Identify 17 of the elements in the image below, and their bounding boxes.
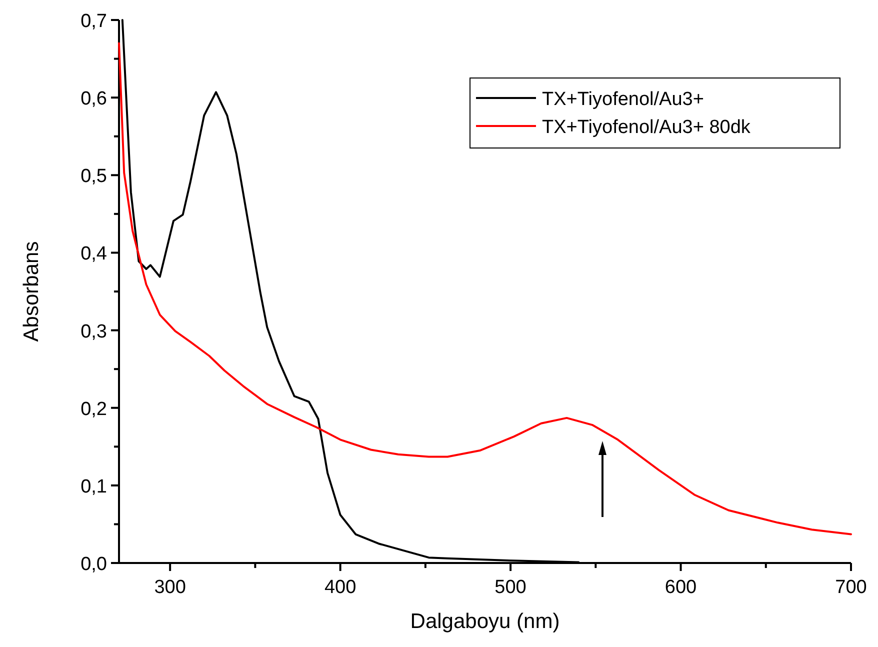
x-tick-label: 400 [324,577,356,598]
y-tick-label: 0,4 [80,244,108,265]
y-tick-label: 0,3 [80,321,107,342]
y-tick-label: 0,2 [80,398,107,420]
x-tick-label: 600 [664,577,697,598]
legend-label: TX+Tiyofenol/Au3+ 80dk [542,117,751,138]
y-tick-label: 0,0 [80,554,107,575]
y-tick-label: 0,1 [80,476,107,498]
x-tick-label: 300 [154,577,186,598]
y-tick-label: 0,7 [80,11,107,32]
legend-label: TX+Tiyofenol/Au3+ [542,89,704,110]
y-tick-label: 0,6 [80,88,107,110]
y-axis-title: Absorbans [20,241,43,342]
y-tick-label: 0,5 [80,166,107,188]
x-axis-title: Dalgaboyu (nm) [410,610,560,633]
x-tick-label: 500 [494,577,526,598]
x-tick-label: 700 [835,577,867,598]
